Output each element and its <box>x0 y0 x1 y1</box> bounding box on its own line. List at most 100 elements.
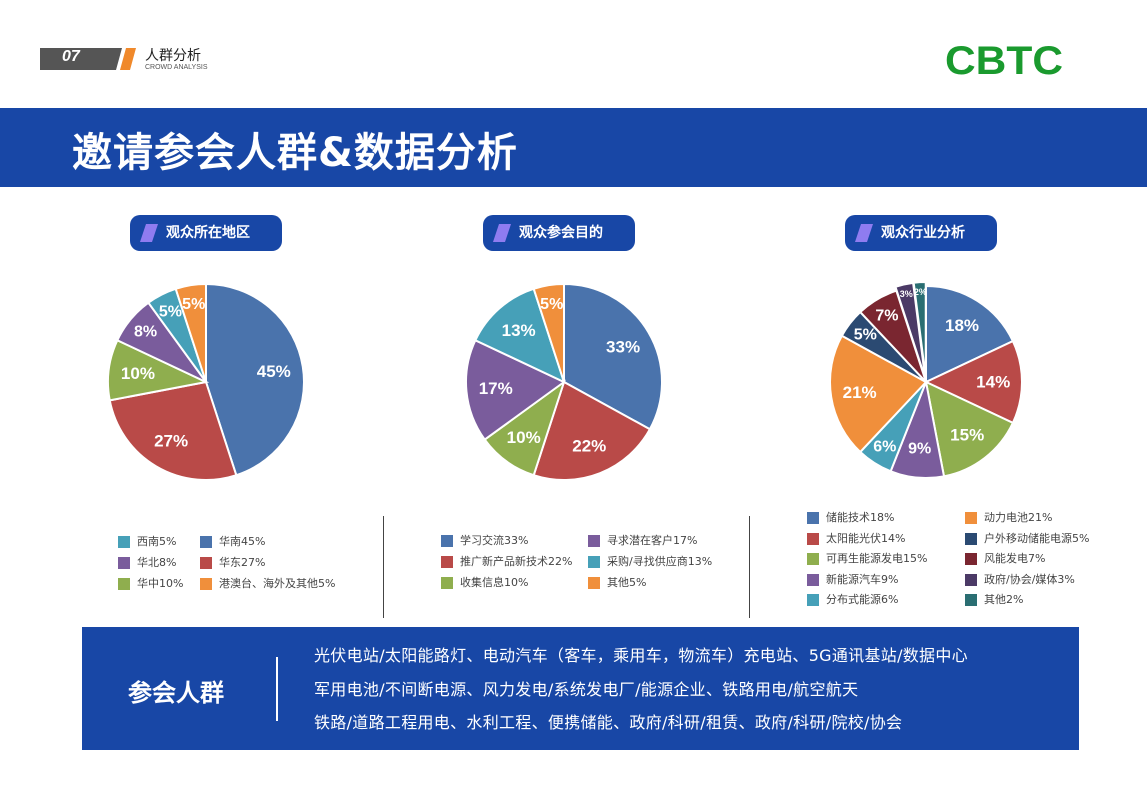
pie-data-label: 5% <box>159 304 182 321</box>
legend-label: 学习交流33% <box>460 534 529 547</box>
pie-slice <box>923 339 1023 425</box>
legend-label: 其他2% <box>984 593 1024 606</box>
legend-swatch <box>118 578 130 590</box>
legend-label: 太阳能光伏14% <box>826 531 906 545</box>
legend-swatch <box>441 535 453 547</box>
legend-label: 户外移动储能电源5% <box>984 531 1090 545</box>
legend-label: 西南5% <box>137 535 177 548</box>
legend-swatch <box>200 578 212 590</box>
legend-swatch <box>588 556 600 568</box>
legend-label: 动力电池21% <box>984 511 1053 524</box>
chart-title-pill-industry: 观众行业分析 <box>845 215 997 251</box>
slash-accent-icon <box>140 224 158 242</box>
pie-data-label: 33% <box>606 338 640 357</box>
title-banner <box>0 108 1147 187</box>
legend-swatch <box>588 535 600 547</box>
legend-label: 新能源汽车9% <box>826 572 899 586</box>
legend-label: 华东27% <box>219 556 266 569</box>
chart-title: 观众所在地区 <box>166 225 250 241</box>
legend-label: 其他5% <box>607 576 647 589</box>
legend-swatch <box>200 557 212 569</box>
legend-label: 分布式能源6% <box>826 593 899 606</box>
pie-data-label: 5% <box>540 296 563 313</box>
pie-slice <box>205 282 305 477</box>
legend-swatch <box>965 512 977 524</box>
slash-accent-icon <box>855 224 873 242</box>
legend-swatch <box>807 594 819 606</box>
pie-data-label: 21% <box>843 383 877 402</box>
pie-data-label: 5% <box>182 296 205 313</box>
legend-swatch <box>965 553 977 565</box>
pie-data-label: 18% <box>945 316 979 335</box>
legend-swatch <box>965 532 977 545</box>
footer-line: 铁路/道路工程用电、水利工程、便携储能、政府/科研/租赁、政府/科研/院校/协会 <box>314 713 903 732</box>
pie-data-label: 10% <box>121 364 155 383</box>
pie-data-label: 45% <box>257 362 291 381</box>
legend-label: 港澳台、海外及其他5% <box>219 577 336 590</box>
legend-swatch <box>807 512 819 524</box>
legend-label: 采购/寻找供应商13% <box>607 555 713 568</box>
legend-label: 华北8% <box>137 556 177 569</box>
pie-chart-purpose: 33% 22% 10% 17% 13%5% <box>465 282 663 481</box>
audience-footer <box>82 627 1079 750</box>
legend-label: 储能技术18% <box>826 511 895 524</box>
pie-data-label: 15% <box>950 426 984 445</box>
legend-swatch <box>118 536 130 548</box>
footer-separator <box>276 657 278 721</box>
pie-data-label: 17% <box>479 379 513 398</box>
footer-line: 光伏电站/太阳能路灯、电动汽车（客车，乘用车，物流车）充电站、5G通讯基站/数据… <box>314 646 968 665</box>
page-title: 邀请参会人群&数据分析 <box>72 130 518 176</box>
legend-swatch <box>118 557 130 569</box>
svg-text:CBTC: CBTC <box>945 42 1063 78</box>
pie-data-label: 5% <box>854 326 877 343</box>
pie-data-label: 9% <box>908 440 931 457</box>
pie-slice <box>473 287 566 384</box>
pie-chart-region: 45%27%10%8%5% 5% <box>107 282 305 481</box>
pie-slice <box>465 338 566 442</box>
chart-title-pill-purpose: 观众参会目的 <box>483 215 635 251</box>
legend-swatch <box>965 573 977 586</box>
chart-title: 观众参会目的 <box>519 225 603 241</box>
legend-label: 风能发电7% <box>984 552 1046 565</box>
pie-data-label: 22% <box>572 436 606 455</box>
legend-label: 寻求潜在客户17% <box>607 534 698 547</box>
pie-slice <box>924 380 1015 478</box>
pie-chart-industry: 18% 14% 15% 9% 6% 21% 5% 7%3% 2% <box>829 281 1023 479</box>
slash-accent-icon <box>493 224 511 242</box>
legend-label: 可再生能源发电15% <box>826 552 928 565</box>
legend-swatch <box>807 532 819 545</box>
pie-slice <box>829 334 928 454</box>
pie-data-label: 8% <box>134 324 157 341</box>
legend-label: 收集信息10% <box>460 576 529 589</box>
divider-line <box>383 516 384 618</box>
legend-swatch <box>807 573 819 586</box>
legend-label: 华中10% <box>137 577 184 590</box>
legend-swatch <box>807 553 819 565</box>
chart-title-pill-region: 观众所在地区 <box>130 215 282 251</box>
pie-data-label: 27% <box>154 432 188 451</box>
page-number-tag <box>40 48 136 70</box>
pie-data-label: 10% <box>507 428 541 447</box>
footer-title: 参会人群 <box>128 679 224 707</box>
footer-line: 军用电池/不间断电源、风力发电/系统发电厂/能源企业、铁路用电/航空航天 <box>314 680 859 699</box>
pie-data-label: 13% <box>502 321 536 340</box>
page-number: 07 <box>62 48 80 65</box>
pie-slice <box>925 284 1015 384</box>
legend-label: 华南45% <box>219 535 266 548</box>
pie-data-label: 3% <box>900 289 913 299</box>
legend-swatch <box>588 577 600 589</box>
pie-data-label: 7% <box>875 307 898 324</box>
divider-line <box>749 516 750 618</box>
legend-swatch <box>441 577 453 589</box>
section-title: 人群分析 <box>145 48 201 64</box>
section-subtitle: CROWD ANALYSIS <box>145 64 208 71</box>
pie-slice <box>532 380 652 481</box>
chart-title: 观众行业分析 <box>881 225 965 241</box>
pie-slice <box>108 380 238 481</box>
legend-label: 推广新产品新技术22% <box>460 555 573 568</box>
cbtc-logo: CBTC <box>945 42 1063 78</box>
pie-slice <box>174 282 207 383</box>
legend-swatch <box>441 556 453 568</box>
legend-swatch <box>200 536 212 548</box>
pie-data-label: 2% <box>914 287 927 297</box>
